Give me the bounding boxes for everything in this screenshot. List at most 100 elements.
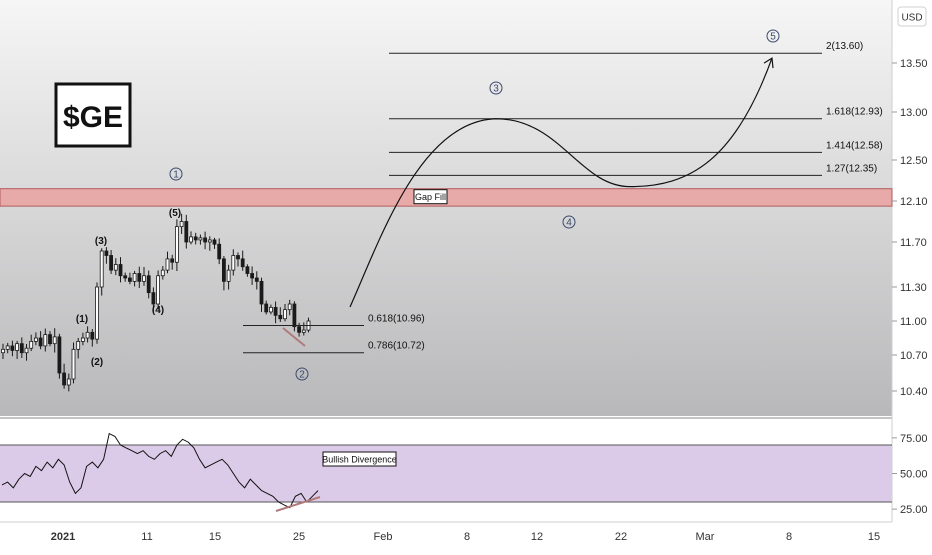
candle-body	[95, 286, 99, 340]
candle-body	[254, 277, 259, 282]
candle-body	[38, 337, 43, 347]
time-tick-label: 22	[615, 531, 627, 543]
candle-body	[170, 258, 175, 263]
primary-wave-label: 2	[299, 370, 305, 381]
price-axis[interactable]: USD 13.50 13.00 12.50 12.10 11.70 11.30 11.00 1…	[892, 6, 928, 398]
candlestick-series	[1, 213, 311, 392]
candle-body	[15, 343, 20, 351]
gap-fill-label-box	[413, 189, 448, 205]
candle-body	[57, 336, 62, 374]
candle-body	[24, 347, 29, 354]
candle-body	[250, 273, 255, 279]
primary-wave-label: 3	[493, 84, 499, 95]
candle-body	[259, 280, 264, 305]
time-tick-label: 15	[868, 531, 880, 543]
rsi-divergence-line	[275, 496, 321, 512]
fib-level-label: 2(13.60)	[826, 41, 863, 52]
candle-body	[66, 378, 71, 386]
wave-label: (3)	[95, 236, 107, 247]
candle-body	[85, 331, 90, 339]
candle-body	[264, 303, 269, 313]
rsi-band-fill	[0, 445, 892, 502]
time-tick-label: 8	[464, 531, 470, 543]
primary-wave-label: 4	[566, 218, 572, 229]
candle-body	[62, 372, 66, 386]
candle-body	[127, 277, 132, 282]
candle-body	[268, 306, 273, 313]
rsi-axis[interactable]: 75.00 50.00 25.00	[892, 433, 928, 516]
time-axis[interactable]: 2021 11 15 25 Feb 8 12 22 Mar 8 15	[51, 531, 880, 543]
candle-body	[301, 329, 306, 333]
primary-wave-1: 1	[169, 167, 183, 181]
candle-body	[207, 239, 212, 243]
candle-body	[236, 255, 240, 260]
candle-body	[231, 255, 236, 271]
time-tick-label: Mar	[696, 531, 715, 543]
primary-wave-label: 5	[770, 32, 776, 43]
candle-body	[99, 250, 104, 288]
candle-body	[5, 345, 10, 350]
candle-body	[160, 269, 165, 277]
time-tick-label: 11	[141, 531, 152, 543]
fibonacci-levels: 0.618(10.96) 0.786(10.72) 1.27(12.35) 1.414…	[243, 41, 883, 354]
candle-body	[123, 275, 128, 279]
primary-wave-4: 4	[562, 215, 576, 229]
price-pane-background	[0, 0, 892, 416]
candle-body	[278, 314, 283, 320]
candle-body	[193, 236, 198, 241]
candle-body	[179, 221, 184, 228]
candle-body	[43, 334, 48, 347]
candle-body	[104, 250, 109, 256]
fib-level-label: 1.27(12.35)	[826, 163, 877, 174]
candle-body	[283, 309, 287, 320]
primary-wave-5: 5	[766, 29, 780, 43]
time-tick-label: Feb	[374, 531, 393, 543]
currency-badge[interactable]	[897, 6, 927, 27]
rsi-line	[1, 432, 319, 509]
candle-body	[1, 348, 5, 354]
candle-body	[29, 340, 34, 349]
wave-label: (5)	[169, 208, 181, 219]
candle-body	[273, 306, 278, 316]
fib-level-label: 0.618(10.96)	[368, 314, 425, 325]
candle-body	[146, 275, 151, 294]
candle-body	[142, 275, 146, 282]
candle-body	[81, 337, 85, 342]
wave-label: (4)	[152, 305, 164, 316]
wave-label: (2)	[91, 357, 103, 368]
ticker-badge: $GE	[54, 82, 132, 148]
fib-level-label: 0.786(10.72)	[368, 341, 425, 352]
rsi-tick-label: 75.00	[900, 433, 928, 445]
price-tick-label: 10.40	[900, 386, 928, 398]
candle-body	[226, 269, 231, 282]
time-tick-label: 15	[209, 531, 221, 543]
elliott-wave-labels: (1) (2) (3) (4) (5)	[76, 208, 181, 368]
bullish-divergence-label: Bullish Divergence	[322, 455, 397, 465]
gap-fill-zone: Gap Fill	[0, 188, 893, 207]
price-divergence-line	[282, 327, 306, 347]
candle-body	[52, 336, 57, 345]
candle-body	[292, 303, 297, 328]
candle-body	[151, 292, 156, 305]
candle-body	[165, 258, 170, 271]
rsi-indicator	[0, 432, 892, 509]
price-tick-label: 13.50	[900, 58, 928, 70]
price-tick-label: 11.70	[900, 237, 927, 249]
candle-body	[212, 239, 217, 245]
price-tick-label: 12.50	[900, 155, 928, 167]
candle-body	[137, 273, 142, 282]
candle-body	[132, 273, 137, 282]
candle-body	[287, 303, 292, 311]
time-tick-label: 2021	[51, 531, 75, 543]
time-tick-label: 25	[293, 531, 305, 543]
bullish-divergence-annotation: Bullish Divergence	[322, 451, 397, 467]
time-tick-label: 12	[531, 531, 543, 543]
candle-body	[156, 275, 161, 305]
candle-body	[203, 237, 208, 243]
currency-label: USD	[901, 13, 922, 24]
rsi-tick-label: 50.00	[900, 469, 928, 481]
candle-body	[184, 221, 189, 243]
gap-fill-label: Gap Fill	[415, 192, 446, 202]
